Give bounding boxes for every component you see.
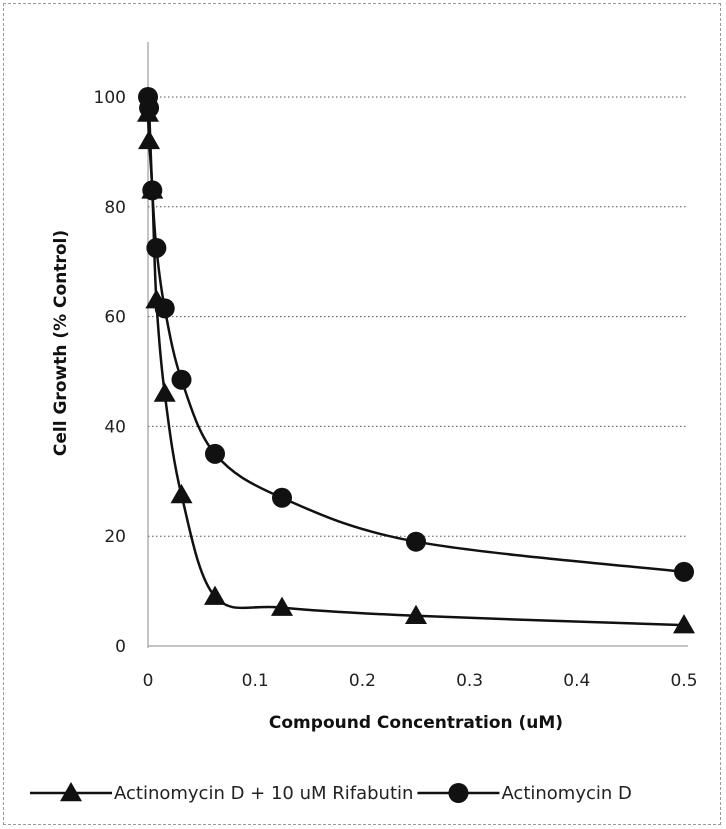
x-tick-label: 0.1: [242, 671, 269, 691]
x-tick-label: 0.5: [670, 671, 697, 691]
series-2: [138, 87, 694, 582]
circle-point: [272, 487, 292, 508]
y-axis-title: Cell Growth (% Control): [51, 230, 71, 456]
legend-triangle-marker: [60, 782, 82, 802]
y-tick-label: 0: [115, 637, 126, 657]
y-tick-labels: 0 20 40 60 80 100: [94, 88, 126, 657]
y-tick-label: 80: [104, 198, 126, 218]
legend: Actinomycin D + 10 uM Rifabutin Actinomyc…: [30, 782, 632, 804]
circle-point: [406, 531, 426, 552]
x-axis-title: Compound Concentration (uM): [269, 713, 563, 733]
y-tick-label: 100: [94, 88, 126, 108]
legend-label: Actinomycin D: [501, 783, 631, 804]
x-tick-label: 0: [143, 671, 154, 691]
chart-frame: [3, 3, 721, 825]
circle-point: [142, 180, 163, 201]
circle-point: [154, 298, 175, 319]
triangle-point: [673, 614, 695, 634]
legend-item-1: Actinomycin D + 10 uM Rifabutin: [30, 782, 413, 804]
triangle-point: [153, 382, 176, 402]
y-tick-label: 20: [104, 527, 126, 547]
y-tick-label: 40: [104, 417, 126, 437]
triangle-point: [405, 604, 427, 625]
legend-label: Actinomycin D + 10 uM Rifabutin: [114, 783, 413, 804]
circle-point: [205, 443, 225, 464]
circle-point: [171, 369, 192, 390]
x-tick-labels: 0 0.1 0.2 0.3 0.4 0.5: [143, 671, 698, 691]
circle-point: [146, 237, 167, 258]
triangle-point: [271, 596, 293, 616]
circle-point: [139, 97, 160, 118]
circle-point: [674, 561, 694, 582]
triangle-point: [204, 585, 226, 605]
x-tick-label: 0.4: [563, 671, 590, 691]
series: [137, 87, 695, 634]
series-1: [137, 102, 695, 634]
legend-circle-marker: [448, 783, 469, 803]
y-tick-label: 60: [104, 308, 126, 328]
triangle-point: [170, 484, 193, 504]
x-tick-label: 0.3: [456, 671, 483, 691]
legend-item-2: Actinomycin D: [417, 783, 632, 804]
x-tick-label: 0.2: [349, 671, 376, 691]
gridlines: [148, 96, 688, 647]
series-2-line: [146, 95, 685, 574]
